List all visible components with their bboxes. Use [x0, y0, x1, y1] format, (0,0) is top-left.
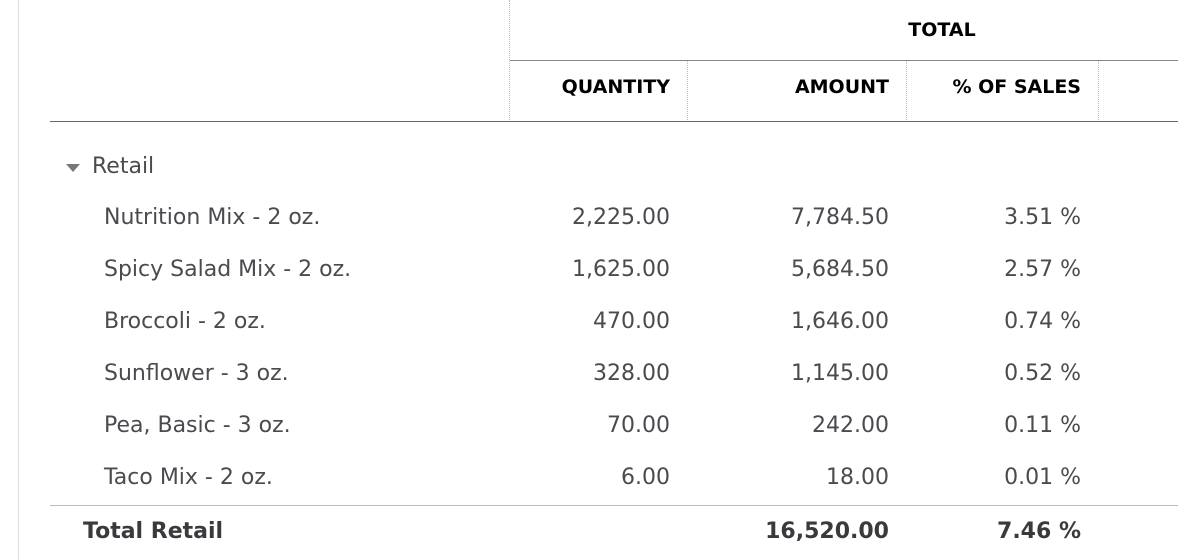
header-rule [510, 60, 1178, 61]
total-label: Total Retail [83, 519, 224, 544]
header-rule [50, 121, 1178, 122]
row-quantity: 1,625.00 [572, 257, 670, 282]
row-name: Spicy Salad Mix - 2 oz. [104, 257, 352, 282]
row-amount: 7,784.50 [791, 205, 889, 230]
row-percent: 2.57 % [1004, 257, 1081, 282]
total-amount: 16,520.00 [765, 519, 889, 544]
collapse-toggle[interactable] [66, 164, 80, 172]
row-name: Taco Mix - 2 oz. [104, 465, 273, 490]
row-amount: 18.00 [826, 465, 889, 490]
left-border [18, 0, 19, 560]
row-quantity: 6.00 [621, 465, 670, 490]
row-amount: 242.00 [812, 413, 889, 438]
row-percent: 3.51 % [1004, 205, 1081, 230]
row-quantity: 470.00 [593, 309, 670, 334]
row-quantity: 328.00 [593, 361, 670, 386]
row-quantity: 70.00 [607, 413, 670, 438]
total-percent: 7.46 % [997, 519, 1081, 544]
row-percent: 0.52 % [1004, 361, 1081, 386]
row-quantity: 2,225.00 [572, 205, 670, 230]
total-rule [50, 505, 1178, 506]
column-header: AMOUNT [794, 76, 889, 98]
row-amount: 1,646.00 [791, 309, 889, 334]
row-percent: 0.01 % [1004, 465, 1081, 490]
column-header: % OF SALES [952, 76, 1081, 98]
row-name: Nutrition Mix - 2 oz. [104, 205, 321, 230]
column-group-title: TOTAL [908, 19, 976, 41]
row-percent: 0.11 % [1004, 413, 1081, 438]
row-name: Sunflower - 3 oz. [104, 361, 289, 386]
column-divider [906, 60, 907, 120]
group-label[interactable]: Retail [92, 154, 155, 179]
column-divider [509, 0, 510, 120]
row-percent: 0.74 % [1004, 309, 1081, 334]
column-header: QUANTITY [561, 76, 670, 98]
row-amount: 5,684.50 [791, 257, 889, 282]
column-divider [687, 60, 688, 120]
row-name: Broccoli - 2 oz. [104, 309, 266, 334]
column-divider [1098, 60, 1099, 120]
row-name: Pea, Basic - 3 oz. [104, 413, 291, 438]
row-amount: 1,145.00 [791, 361, 889, 386]
